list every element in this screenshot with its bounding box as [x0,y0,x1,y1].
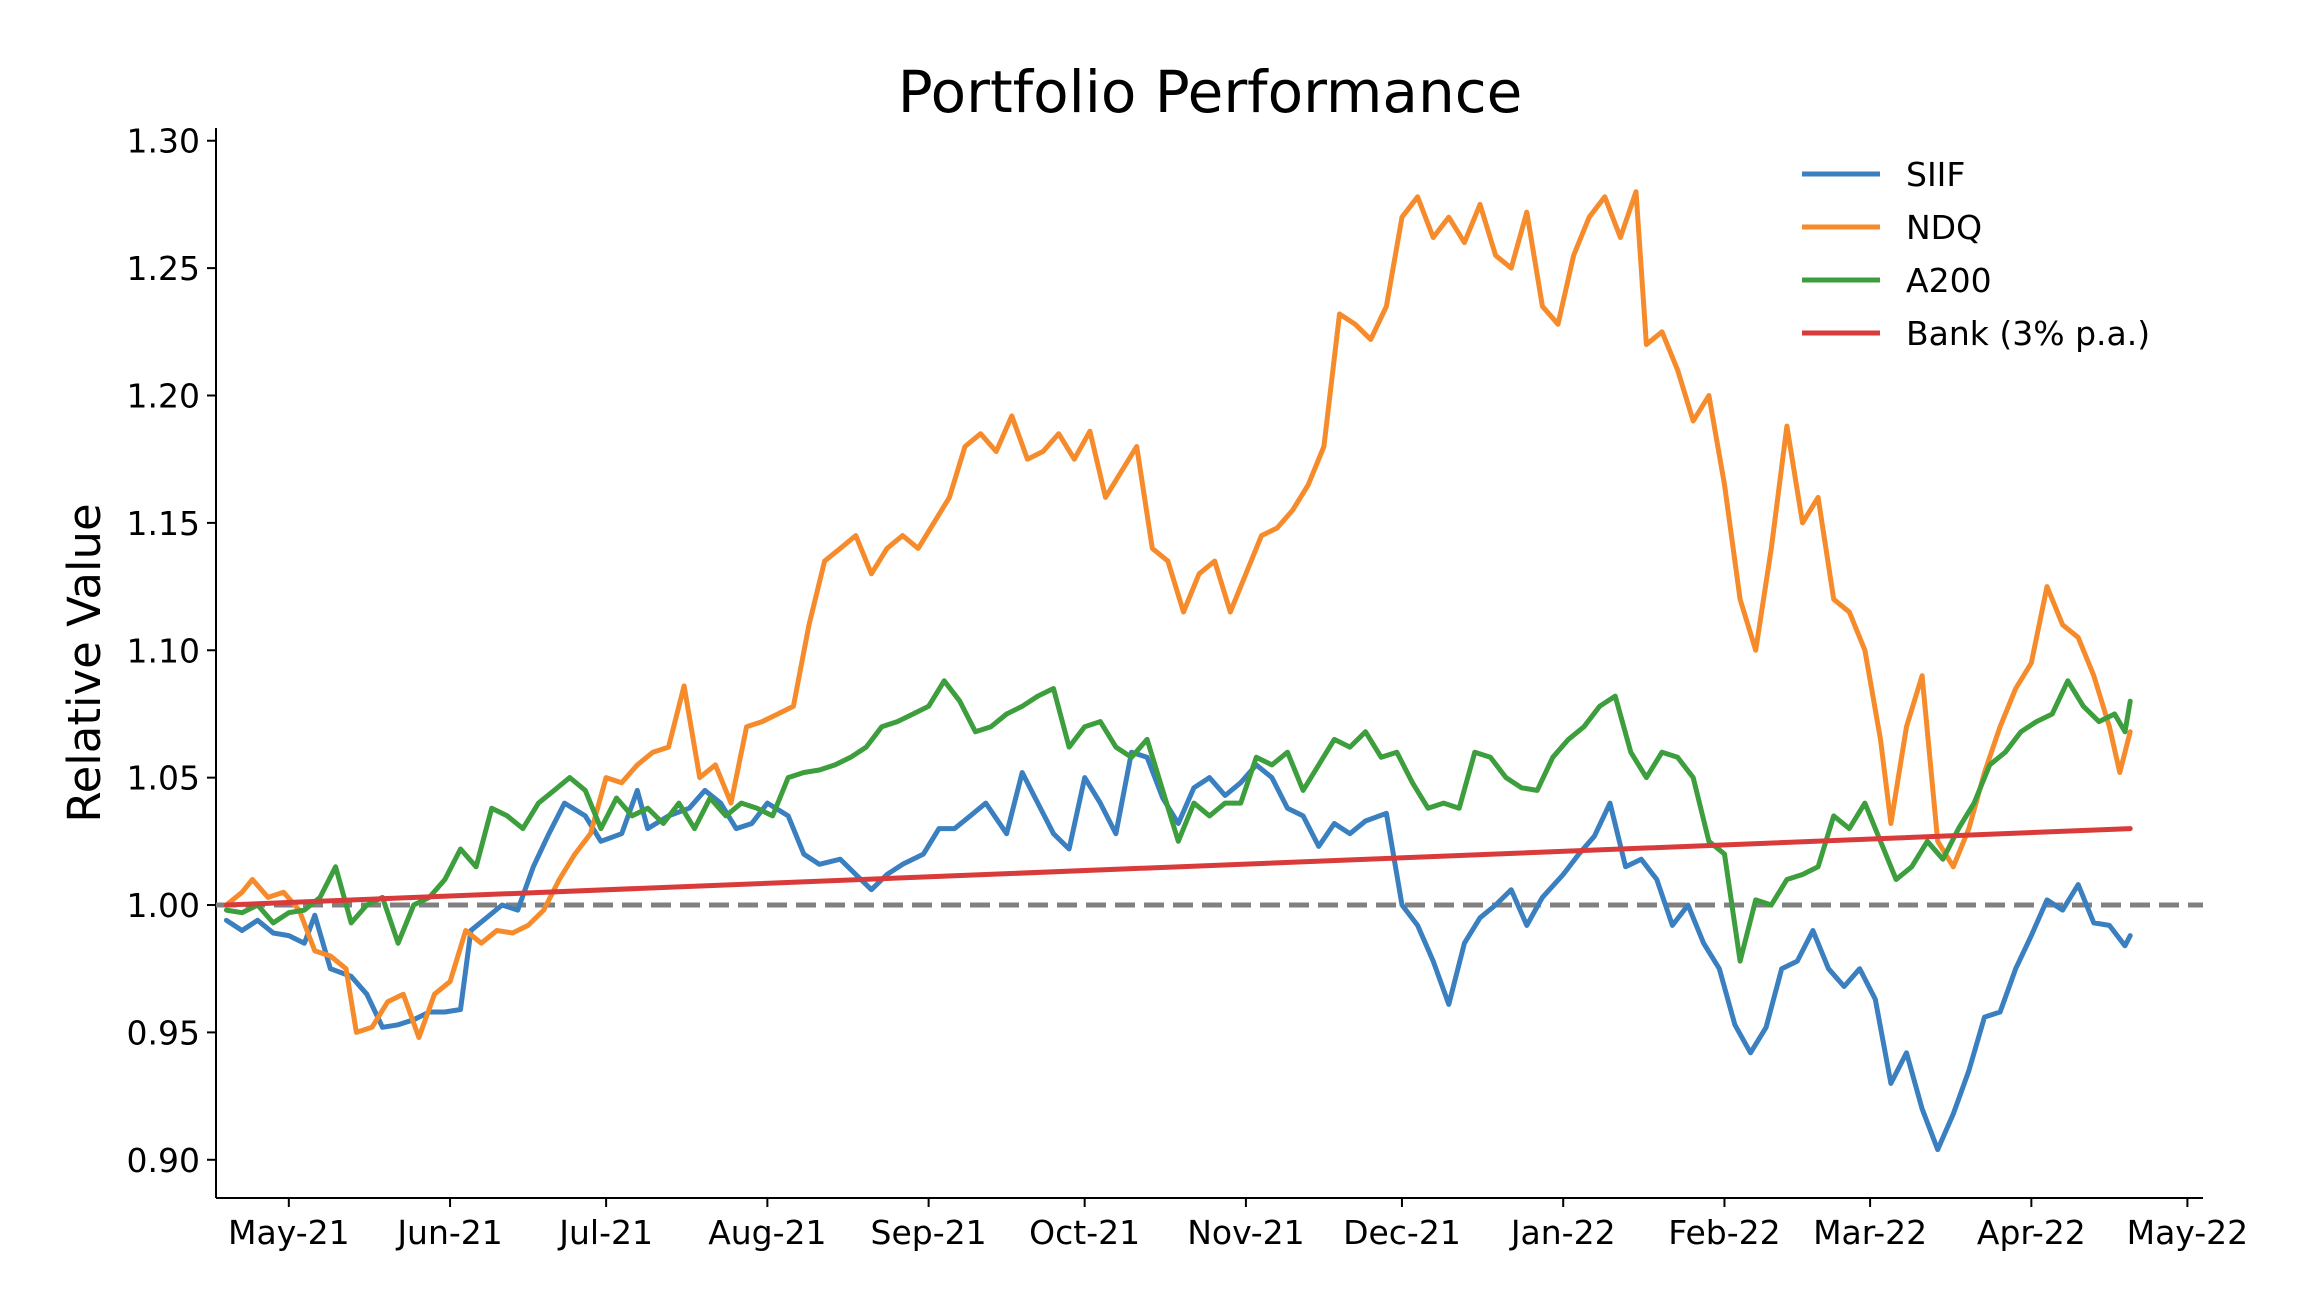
chart-title: Portfolio Performance [898,58,1523,126]
legend-label: A200 [1906,261,1992,300]
x-tick-label: May-21 [228,1213,350,1252]
series-line-siif [223,749,2133,1153]
y-tick-label: 1.05 [127,759,200,798]
x-tick-label: Dec-21 [1343,1213,1461,1252]
y-tick-label: 0.90 [127,1141,200,1180]
legend-label: Bank (3% p.a.) [1906,314,2150,353]
x-tick-label: Sep-21 [871,1213,987,1252]
x-tick-label: May-22 [2127,1213,2249,1252]
plot-area: 0.90 0.95 1.00 1.05 1.10 1.15 1.20 1.25 1.30 May-… [127,122,2249,1252]
y-axis-label: Relative Value [58,503,111,822]
series-line-bank-3-p-a [223,826,2133,908]
y-tick-label: 0.95 [127,1013,200,1052]
x-tick-label: Oct-21 [1029,1213,1140,1252]
x-tick-label: Mar-22 [1813,1213,1927,1252]
y-tick-label: 1.25 [127,249,200,288]
y-tick-label: 1.15 [127,504,200,543]
y-tick-label: 1.10 [127,631,200,670]
legend: SIIF NDQ A200 Bank (3% p.a.) [1802,155,2150,353]
x-tick-label: Nov-21 [1187,1213,1304,1252]
series-line-ndq [223,189,2133,1040]
y-tick-label: 1.20 [127,377,200,416]
legend-label: NDQ [1906,208,1982,247]
x-tick-label: Aug-21 [708,1213,826,1252]
y-tick-label: 1.00 [127,886,200,925]
x-tick-label: Jun-21 [395,1213,502,1252]
legend-label: SIIF [1906,155,1965,194]
x-tick-label: Feb-22 [1668,1213,1780,1252]
x-tick-label: Jul-21 [557,1213,653,1252]
y-tick-label: 1.30 [127,122,200,161]
x-tick-label: Jan-22 [1509,1213,1616,1252]
x-tick-label: Apr-22 [1977,1213,2086,1252]
